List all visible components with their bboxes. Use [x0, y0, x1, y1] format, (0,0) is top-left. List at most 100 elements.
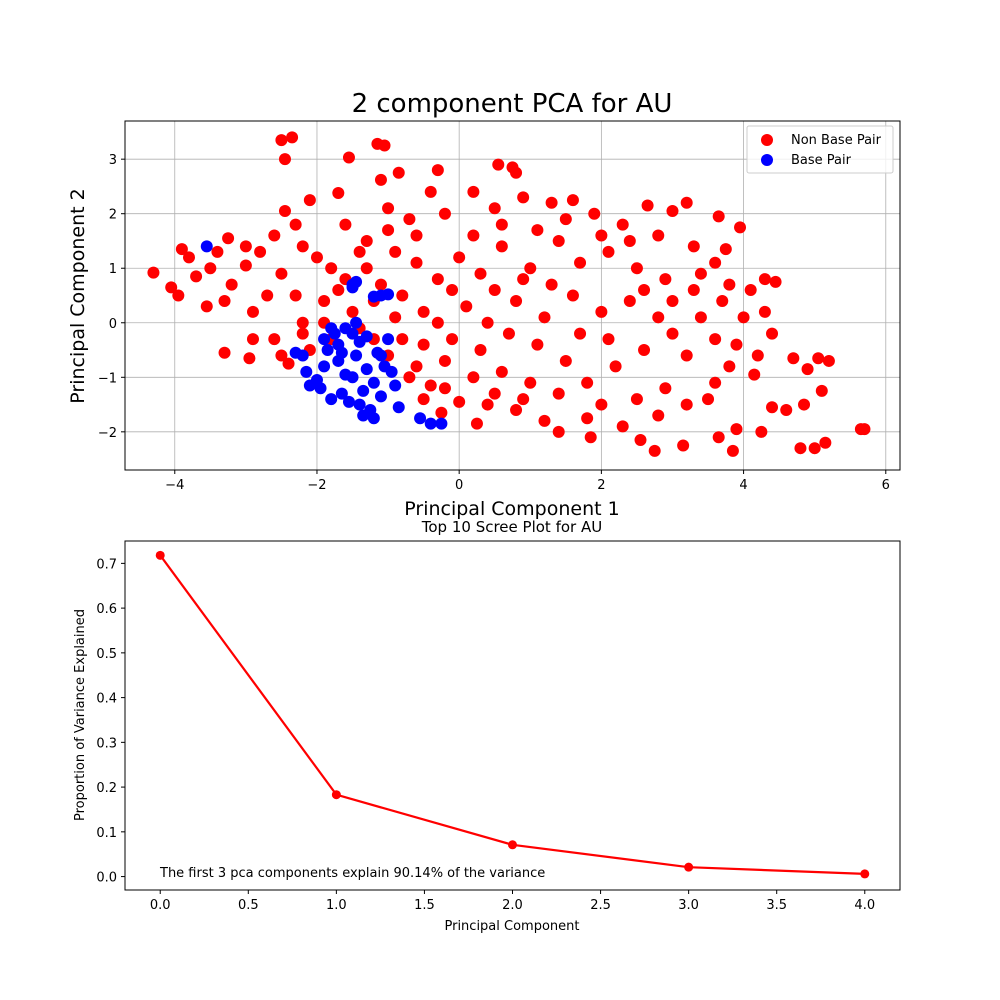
non-base-pair-point — [424, 379, 437, 392]
non-base-pair-point — [243, 352, 256, 365]
non-base-pair-point — [730, 338, 743, 351]
base-pair-point — [357, 384, 370, 397]
non-base-pair-point — [225, 278, 238, 291]
non-base-pair-point — [392, 166, 405, 179]
scatter-title: 2 component PCA for AU — [352, 89, 673, 119]
non-base-pair-point — [172, 289, 185, 302]
base-pair-point — [367, 290, 380, 303]
scree-x-tick-label: 3.0 — [678, 898, 699, 913]
non-base-pair-point — [666, 327, 679, 340]
non-base-pair-point — [268, 333, 281, 346]
base-pair-point — [382, 288, 395, 301]
non-base-pair-point — [310, 251, 323, 264]
non-base-pair-point — [342, 151, 355, 164]
non-base-pair-point — [446, 333, 459, 346]
non-base-pair-point — [389, 311, 402, 324]
scatter-y-tick-label: −2 — [98, 426, 117, 441]
scatter-x-axis-label: Principal Component 1 — [404, 498, 619, 520]
scatter-x-tick-label: 4 — [739, 478, 747, 493]
scatter-x-tick-label: −4 — [165, 478, 184, 493]
non-base-pair-point — [524, 376, 537, 389]
non-base-pair-point — [630, 393, 643, 406]
scatter-x-tick-label: 2 — [597, 478, 605, 493]
non-base-pair-point — [438, 382, 451, 395]
scree-y-tick-label: 0.7 — [96, 557, 117, 572]
non-base-pair-point — [410, 360, 423, 373]
legend-label-non-base-pair: Non Base Pair — [791, 133, 882, 148]
scatter-x-tick-label: −2 — [307, 478, 326, 493]
base-pair-point — [346, 281, 359, 294]
non-base-pair-point — [396, 289, 409, 302]
non-base-pair-point — [723, 360, 736, 373]
non-base-pair-point — [712, 431, 725, 444]
non-base-pair-point — [239, 259, 252, 272]
base-pair-point — [335, 387, 348, 400]
non-base-pair-point — [766, 401, 779, 414]
non-base-pair-point — [758, 305, 771, 318]
non-base-pair-point — [182, 251, 195, 264]
non-base-pair-point — [382, 202, 395, 215]
scatter-x-ticks: −4 −2 0 2 4 6 — [165, 470, 890, 493]
non-base-pair-point — [424, 185, 437, 198]
non-base-pair-point — [787, 352, 800, 365]
scatter-x-tick-label: 0 — [455, 478, 463, 493]
base-pair-point — [360, 330, 373, 343]
non-base-pair-point — [492, 158, 505, 171]
base-pair-point — [367, 412, 380, 425]
base-pair-point — [353, 398, 366, 411]
non-base-pair-point — [595, 305, 608, 318]
scatter-y-tick-label: 1 — [109, 262, 117, 277]
non-base-pair-point — [709, 333, 722, 346]
scatter-y-tick-label: −1 — [98, 371, 117, 386]
non-base-pair-point — [798, 398, 811, 411]
non-base-pair-point — [595, 398, 608, 411]
non-base-pair-point — [538, 414, 551, 427]
non-base-pair-point — [659, 273, 672, 286]
base-pair-point — [328, 327, 341, 340]
non-base-pair-point — [734, 221, 747, 234]
non-base-pair-point — [510, 404, 523, 417]
non-base-pair-point — [378, 139, 391, 152]
non-base-pair-point — [822, 354, 835, 367]
non-base-pair-point — [435, 406, 448, 419]
non-base-pair-point — [702, 393, 715, 406]
scree-x-tick-label: 1.5 — [414, 898, 435, 913]
non-base-pair-point — [595, 229, 608, 242]
non-base-pair-point — [648, 444, 661, 457]
scree-title: Top 10 Scree Plot for AU — [421, 518, 602, 536]
base-pair-point — [382, 333, 395, 346]
non-base-pair-point — [474, 344, 487, 357]
base-pair-point — [325, 393, 338, 406]
non-base-pair-point — [239, 240, 252, 253]
non-base-pair-point — [517, 273, 530, 286]
scree-point — [508, 840, 517, 850]
non-base-pair-point — [616, 420, 629, 433]
non-base-pair-point — [211, 245, 224, 258]
base-pair-point — [296, 349, 309, 362]
scree-point — [331, 790, 341, 800]
non-base-pair-point — [630, 262, 643, 275]
non-base-pair-point — [694, 267, 707, 280]
scree-plot-chart: Top 10 Scree Plot for AU 0.0 0.5 1.0 1.5 2.0… — [73, 518, 901, 934]
non-base-pair-point — [275, 349, 288, 362]
base-pair-point — [392, 401, 405, 414]
scree-x-tick-label: 4.0 — [854, 898, 875, 913]
non-base-pair-point — [460, 300, 473, 313]
non-base-pair-point — [488, 387, 501, 400]
non-base-pair-point — [360, 262, 373, 275]
non-base-pair-point — [552, 387, 565, 400]
non-base-pair-point — [574, 327, 587, 340]
non-base-pair-point — [268, 229, 281, 242]
base-pair-point — [414, 412, 427, 425]
non-base-pair-point — [815, 384, 828, 397]
non-base-pair-point — [431, 164, 444, 177]
scatter-y-ticks: −2 −1 0 1 2 3 — [98, 153, 125, 441]
non-base-pair-point — [748, 368, 761, 381]
base-pair-point — [318, 360, 331, 373]
non-base-pair-point — [275, 134, 288, 147]
non-base-pair-point — [538, 311, 551, 324]
non-base-pair-point — [165, 281, 178, 294]
scree-x-tick-label: 0.5 — [238, 898, 259, 913]
non-base-pair-point — [254, 245, 267, 258]
